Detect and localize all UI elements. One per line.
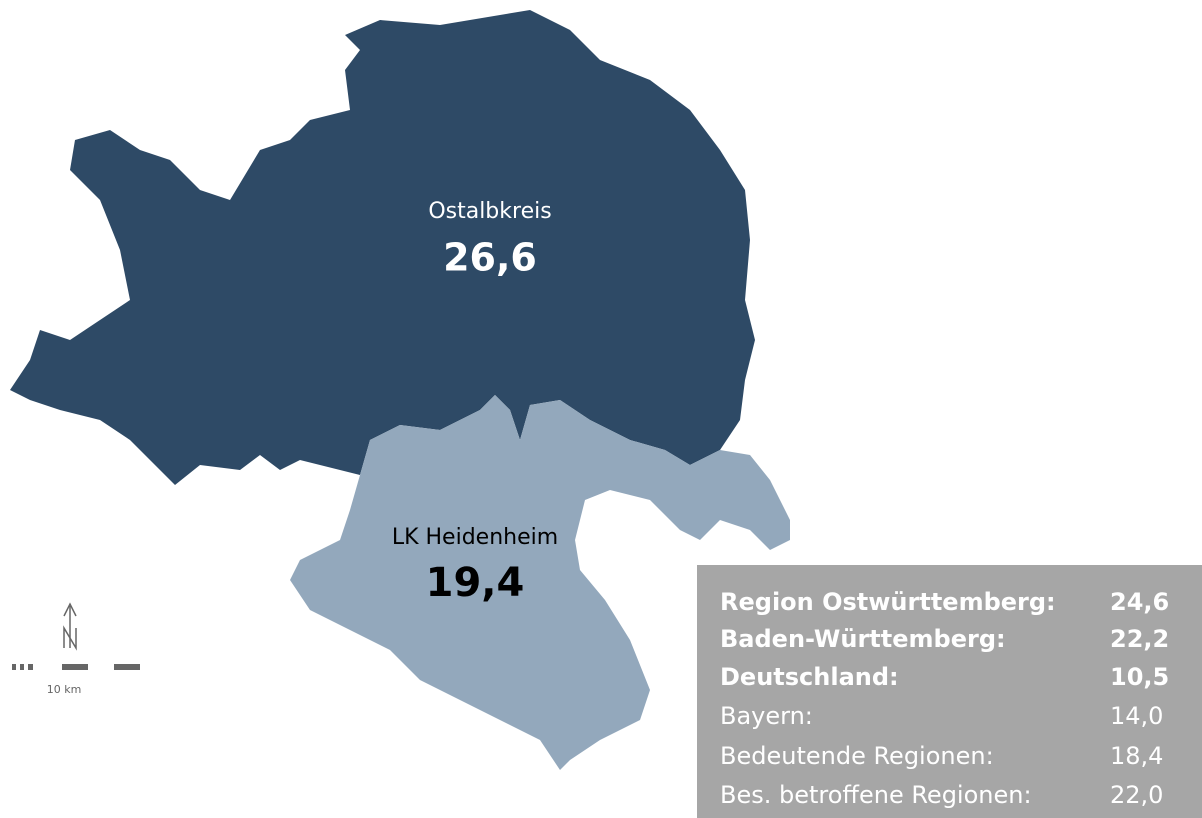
row-label: Bedeutende Regionen: bbox=[720, 742, 994, 770]
row-value: 22,2 bbox=[1110, 625, 1169, 653]
legend-rows: Region Ostwürttemberg: 24,6 Baden-Württemb… bbox=[720, 588, 1169, 809]
north-arrow bbox=[63, 602, 77, 651]
scale-label: 10 km bbox=[47, 683, 82, 696]
row-label: Bayern: bbox=[720, 702, 813, 730]
row-label: Deutschland: bbox=[720, 663, 899, 691]
row-value: 14,0 bbox=[1110, 702, 1163, 730]
region-value: 26,6 bbox=[443, 236, 537, 280]
row-value: 24,6 bbox=[1110, 588, 1169, 616]
region-ostalbkreis bbox=[10, 10, 755, 485]
row-label: Baden-Württemberg: bbox=[720, 625, 1006, 653]
region-name: Ostalbkreis bbox=[428, 199, 551, 224]
row-value: 22,0 bbox=[1110, 781, 1163, 809]
legend-box bbox=[697, 565, 1202, 818]
region-name: LK Heidenheim bbox=[392, 525, 558, 550]
row-label: Region Ostwürttemberg: bbox=[720, 588, 1056, 616]
region-value: 19,4 bbox=[426, 560, 525, 606]
row-value: 10,5 bbox=[1110, 663, 1169, 691]
row-label: Bes. betroffene Regionen: bbox=[720, 781, 1032, 809]
region-heidenheim bbox=[290, 395, 790, 770]
row-value: 18,4 bbox=[1110, 742, 1163, 770]
scale-bar bbox=[12, 664, 140, 670]
